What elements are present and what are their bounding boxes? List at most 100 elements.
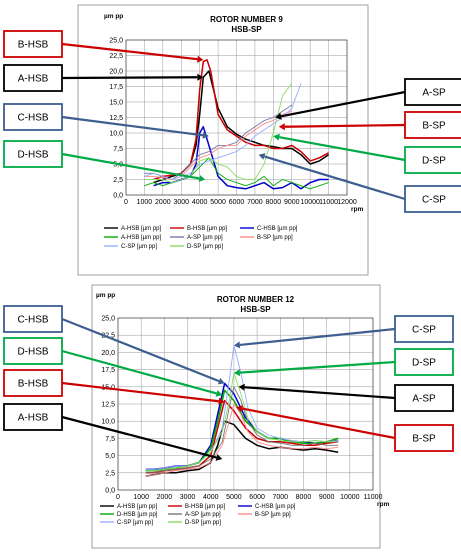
y-tick-label: 17,5 bbox=[109, 84, 123, 91]
callout-label: C-SP bbox=[412, 325, 436, 336]
callout-arrow bbox=[61, 381, 219, 403]
series-group bbox=[144, 59, 330, 190]
callout-label: D-HSB bbox=[17, 150, 48, 161]
callout-box bbox=[404, 185, 461, 213]
callout-arrowhead bbox=[233, 341, 241, 349]
y-axis-label: µm pp bbox=[96, 292, 115, 299]
callout-box bbox=[3, 64, 63, 92]
callout-box bbox=[3, 30, 63, 58]
callout-arrow bbox=[61, 415, 217, 459]
legend-entry: B-SP [µm pp] bbox=[255, 512, 291, 518]
legend-entry: A-HSB [µm pp] bbox=[117, 504, 157, 510]
x-tick-label: 0 bbox=[124, 199, 128, 206]
x-tick-label: 5000 bbox=[210, 199, 226, 206]
plot-area bbox=[125, 39, 348, 196]
callout-label: B-HSB bbox=[18, 40, 49, 51]
y-tick-label: 10,0 bbox=[109, 131, 123, 138]
series-line-7 bbox=[144, 83, 302, 180]
x-axis-label: rpm bbox=[351, 206, 364, 213]
x-tick-label: 3000 bbox=[173, 199, 189, 206]
y-tick-label: 2,5 bbox=[113, 177, 123, 184]
callout-box bbox=[394, 315, 454, 343]
callout-box bbox=[394, 384, 454, 412]
callout-arrow bbox=[61, 317, 220, 383]
callout-box bbox=[394, 348, 454, 376]
callout-arrowhead bbox=[275, 112, 282, 120]
callout-arrow bbox=[61, 76, 198, 80]
y-tick-label: 2,5 bbox=[105, 470, 115, 477]
y-tick-label: 0,0 bbox=[105, 488, 115, 495]
x-tick-label: 3000 bbox=[180, 494, 196, 501]
callout-box bbox=[3, 403, 63, 431]
callout-arrowhead bbox=[215, 390, 223, 397]
x-tick-label: 10000 bbox=[340, 494, 360, 501]
callout-label: B-SP bbox=[412, 434, 436, 445]
callout-arrow bbox=[61, 115, 204, 137]
callout-box bbox=[404, 146, 461, 174]
legend-entry: C-HSB [µm pp] bbox=[257, 226, 298, 232]
x-tick-label: 1000 bbox=[137, 199, 153, 206]
callout-label: D-HSB bbox=[17, 347, 48, 358]
x-tick-label: 8000 bbox=[296, 494, 312, 501]
callout-label: A-HSB bbox=[18, 413, 49, 424]
x-tick-label: 5000 bbox=[226, 494, 242, 501]
y-tick-label: 20,0 bbox=[101, 350, 115, 357]
chart-subtitle: HSB-SP bbox=[240, 305, 271, 314]
y-tick-label: 25,0 bbox=[101, 316, 115, 323]
callout-box bbox=[3, 369, 63, 397]
legend-entry: B-HSB [µm pp] bbox=[187, 226, 227, 232]
legend: A-HSB [µm pp] B-HSB [µm pp] C-HSB [µm pp] A… bbox=[104, 226, 298, 250]
legend-entry: A-SP [µm pp] bbox=[187, 235, 223, 241]
callout-arrow bbox=[264, 155, 406, 201]
callout-box bbox=[3, 103, 63, 131]
legend-entry: C-SP [µm pp] bbox=[121, 244, 157, 250]
y-tick-label: 22,5 bbox=[109, 53, 123, 60]
y-tick-label: 12,5 bbox=[109, 115, 123, 122]
callout-arrow bbox=[244, 386, 396, 400]
y-tick-label: 0,0 bbox=[113, 193, 123, 200]
callout-arrowhead bbox=[236, 405, 243, 412]
callouts-panel-2: C-HSB D-HSB B-HSB A-HSB C-SP D-SP A-SP B-SP bbox=[3, 305, 454, 461]
callout-arrow bbox=[279, 136, 406, 162]
x-tick-label: 6000 bbox=[249, 494, 265, 501]
callout-box bbox=[404, 111, 461, 139]
y-tick-label: 7,5 bbox=[105, 436, 115, 443]
series-group bbox=[145, 345, 339, 477]
y-tick-label: 10,0 bbox=[101, 419, 115, 426]
chart-title: ROTOR NUMBER 9 bbox=[210, 15, 283, 24]
callout-arrowhead bbox=[273, 133, 280, 141]
x-tick-label: 12000 bbox=[337, 199, 357, 206]
chart-frame bbox=[91, 284, 381, 549]
legend-entry: B-HSB [µm pp] bbox=[185, 504, 225, 510]
callout-arrowhead bbox=[202, 131, 209, 139]
callout-box bbox=[404, 78, 461, 106]
legend-entry: A-HSB [µm pp] bbox=[121, 235, 161, 241]
legend: A-HSB [µm pp] B-HSB [µm pp] C-HSB [µm pp] D… bbox=[100, 504, 296, 526]
x-tick-label: 7000 bbox=[247, 199, 263, 206]
x-tick-label: 2000 bbox=[155, 199, 171, 206]
callout-label: C-HSB bbox=[17, 315, 48, 326]
x-tick-label: 7000 bbox=[272, 494, 288, 501]
x-tick-label: 2000 bbox=[157, 494, 173, 501]
callout-arrowhead bbox=[258, 153, 266, 160]
callout-arrow bbox=[61, 42, 198, 61]
x-tick-label: 0 bbox=[116, 494, 120, 501]
legend-entry: D-SP [µm pp] bbox=[185, 520, 221, 526]
callout-arrowhead bbox=[278, 123, 285, 131]
legend-entry: A-HSB [µm pp] bbox=[121, 226, 161, 232]
callout-label: D-SP bbox=[422, 156, 446, 167]
callout-label: D-SP bbox=[412, 358, 436, 369]
callout-arrow bbox=[61, 152, 200, 180]
callout-label: C-SP bbox=[422, 195, 446, 206]
callout-arrowhead bbox=[197, 73, 204, 81]
callout-arrowhead bbox=[215, 454, 223, 461]
series-line-1 bbox=[145, 420, 339, 477]
legend-entry: C-HSB [µm pp] bbox=[255, 504, 296, 510]
callouts-panel-1: B-HSB A-HSB C-HSB D-HSB A-SP B-SP D-SP C-SP bbox=[3, 30, 461, 213]
callout-arrowhead bbox=[198, 175, 206, 182]
x-tick-label: 4000 bbox=[192, 199, 208, 206]
x-tick-label: 11000 bbox=[364, 494, 383, 501]
series-line-8 bbox=[145, 372, 339, 472]
callout-label: B-SP bbox=[422, 121, 446, 132]
